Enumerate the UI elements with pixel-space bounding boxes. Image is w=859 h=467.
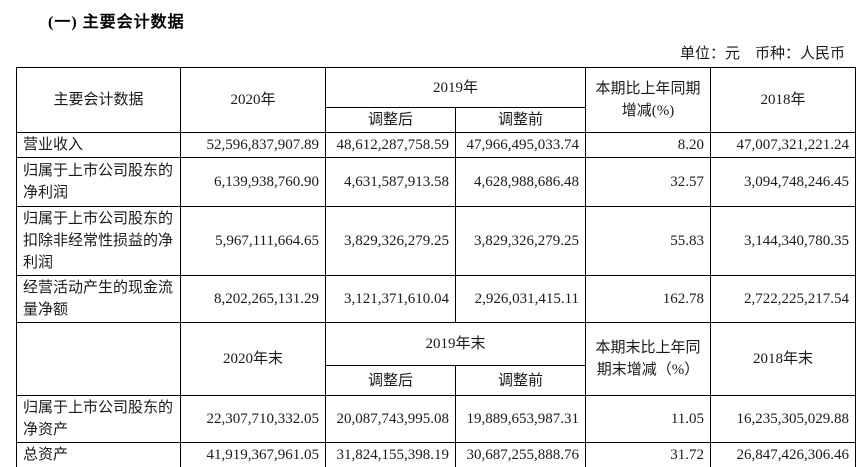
value-2020: 8,202,265,131.29 [180, 275, 326, 323]
value-2019-adjusted-after: 3,829,326,279.25 [325, 206, 456, 276]
value-2018: 2,722,225,217.54 [710, 275, 857, 323]
table-row-total-assets: 总资产 41,919,367,961.05 31,824,155,398.19 … [16, 442, 857, 467]
value-2019-adjusted-after: 3,121,371,610.04 [325, 275, 456, 323]
value-yoy-change: 55.83 [585, 206, 712, 276]
header-empty [16, 322, 181, 396]
value-2019-adjusted-before: 2,926,031,415.11 [454, 275, 587, 323]
header-2018-year-end: 2018年末 [710, 322, 857, 396]
header-2018: 2018年 [710, 67, 857, 133]
value-year-end-change: 11.05 [585, 395, 712, 443]
header-year-end-change: 本期末比上年同期末增减（%） [585, 322, 712, 396]
value-2018: 3,144,340,780.35 [710, 206, 857, 276]
value-year-end-change: 31.72 [585, 442, 712, 467]
table-row-net-profit-excl-nonrecurring: 归属于上市公司股东的扣除非经常性损益的净利润 5,967,111,664.65 … [16, 206, 857, 276]
value-yoy-change: 162.78 [585, 275, 712, 323]
value-2019-adjusted-before: 47,966,495,033.74 [454, 132, 587, 158]
value-2018: 3,094,748,246.45 [710, 157, 857, 207]
value-2020: 52,596,837,907.89 [180, 132, 326, 158]
header-adjusted-before: 调整前 [454, 107, 587, 133]
value-yoy-change: 8.20 [585, 132, 712, 158]
table-row-net-profit: 归属于上市公司股东的净利润 6,139,938,760.90 4,631,587… [16, 157, 857, 207]
header-main-accounting-data: 主要会计数据 [16, 67, 181, 133]
header-adjusted-before: 调整前 [454, 365, 587, 396]
value-2019-adjusted-after: 4,631,587,913.58 [325, 157, 456, 207]
table-row-operating-revenue: 营业收入 52,596,837,907.89 48,612,287,758.59… [16, 132, 857, 158]
value-2019-adjusted-before: 30,687,255,888.76 [454, 442, 587, 467]
value-2019-adjusted-after: 20,087,743,995.08 [325, 395, 456, 443]
header-yoy-change: 本期比上年同期增减(%) [585, 67, 712, 133]
header-row-year-end: 2020年末 2019年末 本期末比上年同期末增减（%） 2018年末 [16, 322, 857, 396]
header-row-year-end-sub: 调整后 调整前 [17, 365, 856, 396]
value-2020: 6,139,938,760.90 [180, 157, 326, 207]
header-adjusted-after: 调整后 [325, 107, 456, 133]
header-2020: 2020年 [180, 67, 326, 133]
value-2018-year-end: 16,235,305,029.88 [710, 395, 857, 443]
header-2020-year-end: 2020年末 [180, 322, 326, 396]
value-2018-year-end: 26,847,426,306.46 [710, 442, 857, 467]
value-2020-year-end: 41,919,367,961.05 [180, 442, 326, 467]
header-2019-year-end: 2019年末 [324, 322, 587, 366]
value-2020-year-end: 22,307,710,332.05 [180, 395, 326, 443]
value-2019-adjusted-after: 31,824,155,398.19 [325, 442, 456, 467]
row-label: 归属于上市公司股东的净利润 [16, 157, 181, 207]
table-row-net-assets: 归属于上市公司股东的净资产 22,307,710,332.05 20,087,7… [16, 395, 857, 443]
header-row-annual-sub: 调整后 调整前 [17, 107, 856, 133]
header-adjusted-after: 调整后 [325, 365, 456, 396]
row-label: 经营活动产生的现金流量净额 [16, 275, 181, 323]
row-label: 归属于上市公司股东的净资产 [16, 395, 181, 443]
value-2019-adjusted-before: 19,889,653,987.31 [454, 395, 587, 443]
value-2019-adjusted-after: 48,612,287,758.59 [325, 132, 456, 158]
section-title: (一) 主要会计数据 [48, 14, 185, 31]
row-label: 营业收入 [16, 132, 181, 158]
table-row-operating-cash-flow: 经营活动产生的现金流量净额 8,202,265,131.29 3,121,371… [16, 275, 857, 323]
row-label: 归属于上市公司股东的扣除非经常性损益的净利润 [16, 206, 181, 276]
row-label: 总资产 [16, 442, 181, 467]
key-accounting-data-table: 主要会计数据 2020年 2019年 本期比上年同期增减(%) 2018年 调整… [16, 67, 857, 467]
header-row-annual: 主要会计数据 2020年 2019年 本期比上年同期增减(%) 2018年 [16, 67, 857, 133]
value-2018: 47,007,321,221.24 [710, 132, 857, 158]
value-yoy-change: 32.57 [585, 157, 712, 207]
header-2019: 2019年 [324, 67, 587, 108]
value-2019-adjusted-before: 3,829,326,279.25 [454, 206, 587, 276]
unit-currency-note: 单位：元 币种：人民币 [679, 46, 845, 62]
value-2019-adjusted-before: 4,628,988,686.48 [454, 157, 587, 207]
value-2020: 5,967,111,664.65 [180, 206, 326, 276]
